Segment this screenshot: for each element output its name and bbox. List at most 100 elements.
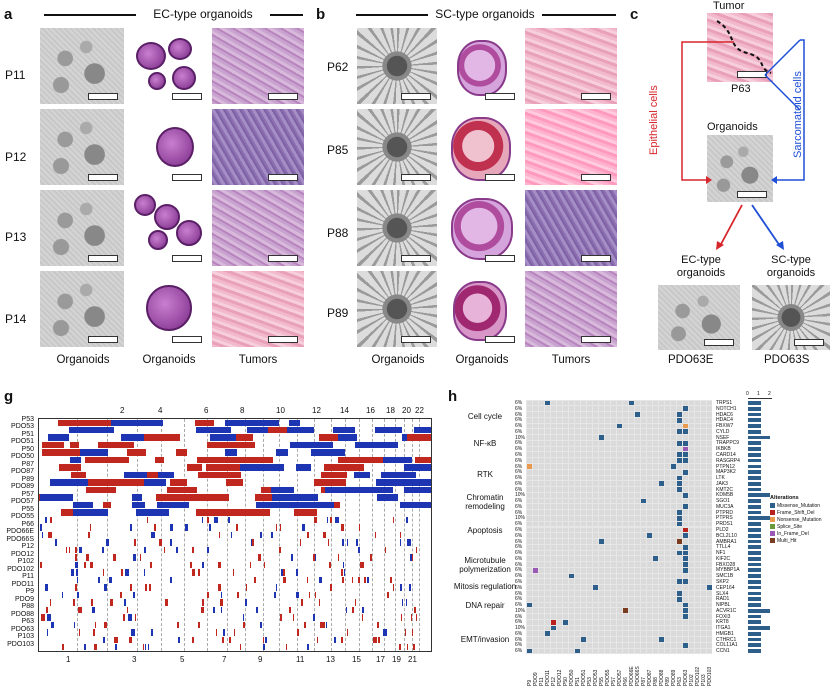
grid-cell bbox=[634, 429, 640, 435]
grid-cell bbox=[538, 556, 544, 562]
grid-cell bbox=[640, 631, 646, 637]
grid-cell bbox=[706, 642, 712, 648]
grid-cell bbox=[538, 412, 544, 417]
panel-b-header: SC-type organoids bbox=[435, 7, 535, 21]
grid-cell bbox=[580, 602, 586, 608]
gene-label: SMC1B bbox=[716, 573, 734, 580]
grid-cell bbox=[580, 446, 586, 452]
grid-cell bbox=[592, 406, 598, 412]
grid-cell bbox=[622, 481, 628, 487]
sample-label: P66 bbox=[21, 520, 34, 528]
mutation-percentage: 6% bbox=[515, 451, 523, 458]
grid-cell bbox=[664, 492, 670, 498]
grid-cell bbox=[622, 521, 628, 527]
grid-cell bbox=[658, 591, 664, 596]
cnv-segment bbox=[129, 636, 133, 643]
grid-cell bbox=[688, 631, 694, 637]
grid-cell bbox=[664, 440, 670, 446]
chromosome-number: 4 bbox=[158, 406, 163, 415]
grid-cell bbox=[616, 412, 622, 417]
grid-cell bbox=[598, 417, 604, 423]
grid-cell bbox=[706, 469, 712, 475]
cnv-segment bbox=[399, 501, 431, 509]
sample-label: P55 bbox=[21, 505, 34, 513]
cnv-segment bbox=[282, 569, 286, 576]
grid-cell bbox=[688, 619, 694, 625]
grid-cell bbox=[676, 642, 682, 648]
gene-label: TRPS1 bbox=[716, 400, 733, 406]
grid-cell bbox=[616, 481, 622, 487]
grid-cell bbox=[556, 527, 562, 533]
grid-cell bbox=[598, 521, 604, 527]
grid-cell bbox=[544, 539, 550, 544]
grid-cell bbox=[652, 435, 658, 440]
grid-cell bbox=[604, 648, 610, 654]
grid-cell bbox=[634, 492, 640, 498]
sample-label: PDO88 bbox=[11, 610, 34, 618]
grid-cell bbox=[562, 417, 568, 423]
grid-cell bbox=[640, 642, 646, 648]
grid-cell bbox=[622, 602, 628, 608]
grid-cell bbox=[658, 567, 664, 573]
grid-cell bbox=[688, 608, 694, 614]
grid-cell bbox=[646, 435, 652, 440]
grid-cell bbox=[574, 619, 580, 625]
cnv-segment bbox=[313, 614, 315, 621]
grid-cell bbox=[640, 464, 646, 469]
grid-cell bbox=[634, 625, 640, 631]
grid-cell bbox=[634, 614, 640, 619]
grid-cell bbox=[622, 567, 628, 573]
frequency-bar bbox=[748, 470, 761, 475]
grid-cell bbox=[574, 550, 580, 556]
grid-cell bbox=[550, 608, 556, 614]
grid-cell bbox=[706, 602, 712, 608]
cnv-segment bbox=[77, 606, 82, 614]
grid-cell bbox=[628, 464, 634, 469]
cnv-segment bbox=[163, 546, 166, 554]
grid-cell bbox=[634, 619, 640, 625]
grid-cell bbox=[538, 446, 544, 452]
grid-cell bbox=[700, 556, 706, 562]
grid-cell bbox=[670, 527, 676, 533]
grid-cell bbox=[694, 533, 700, 539]
grid-cell bbox=[622, 423, 628, 429]
grid-cell bbox=[658, 642, 664, 648]
grid-cell bbox=[688, 504, 694, 510]
cnv-segment bbox=[233, 629, 236, 636]
gene-label: AMBRA1 bbox=[716, 538, 737, 545]
grid-cell bbox=[706, 400, 712, 406]
grid-cell bbox=[526, 533, 532, 539]
grid-cell bbox=[616, 550, 622, 556]
grid-cell bbox=[526, 429, 532, 435]
grid-cell bbox=[616, 625, 622, 631]
frequency-bar bbox=[748, 585, 761, 590]
grid-cell bbox=[676, 504, 682, 510]
grid-cell bbox=[526, 550, 532, 556]
cnv-segment bbox=[404, 486, 431, 494]
grid-cell bbox=[568, 452, 574, 458]
alteration-cell bbox=[526, 648, 532, 654]
grid-cell bbox=[664, 469, 670, 475]
sample-label: P50 bbox=[21, 445, 34, 453]
cnv-segment bbox=[370, 554, 373, 561]
grid-cell bbox=[634, 464, 640, 469]
alteration-cell bbox=[652, 556, 658, 562]
grid-cell bbox=[562, 423, 568, 429]
grid-cell bbox=[532, 423, 538, 429]
gene-label: NF1 bbox=[716, 550, 726, 557]
grid-cell bbox=[634, 631, 640, 637]
grid-cell bbox=[544, 481, 550, 487]
grid-cell bbox=[628, 487, 634, 492]
grid-cell bbox=[700, 400, 706, 406]
frequency-bar bbox=[748, 510, 761, 515]
panel-a-header: EC-type organoids bbox=[153, 7, 253, 21]
grid-cell bbox=[586, 527, 592, 533]
grid-cell bbox=[580, 562, 586, 567]
cnv-segment bbox=[105, 539, 109, 546]
grid-cell bbox=[622, 417, 628, 423]
grid-cell bbox=[682, 515, 688, 521]
grid-cell bbox=[538, 515, 544, 521]
cnv-segment bbox=[195, 509, 217, 516]
cnv-segment bbox=[342, 576, 344, 584]
grid-cell bbox=[688, 412, 694, 417]
